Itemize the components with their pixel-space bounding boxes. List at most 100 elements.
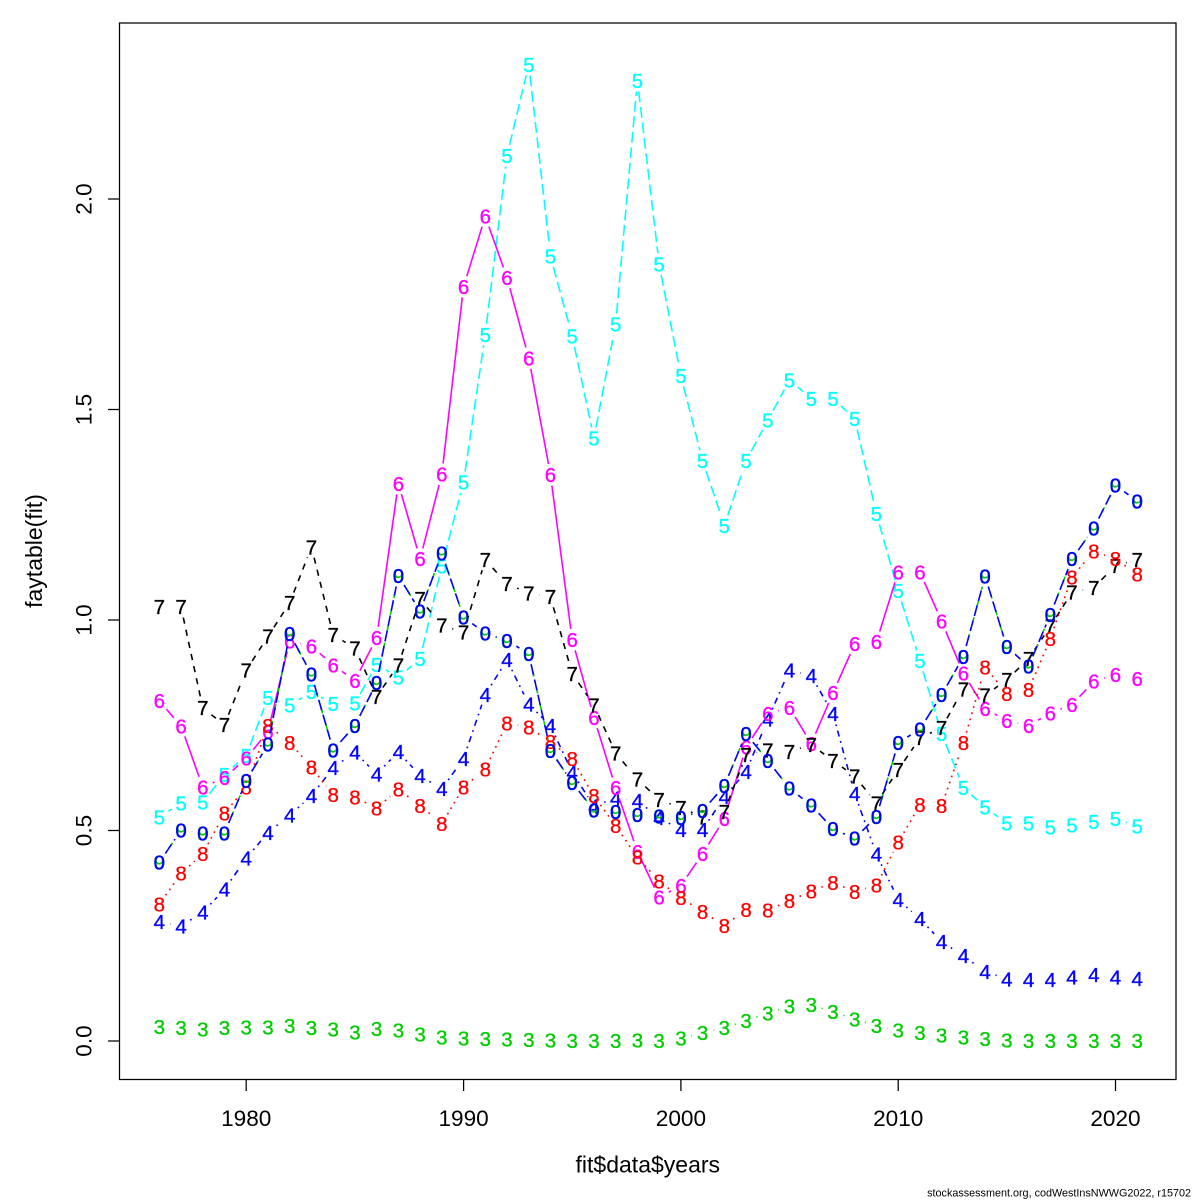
svg-text:9: 9 bbox=[871, 806, 882, 829]
svg-text:4: 4 bbox=[719, 786, 730, 809]
svg-text:9: 9 bbox=[675, 807, 686, 830]
svg-text:7: 7 bbox=[958, 678, 969, 701]
svg-text:0: 0 bbox=[1131, 491, 1142, 514]
svg-text:8: 8 bbox=[697, 901, 708, 924]
svg-text:6: 6 bbox=[697, 843, 708, 866]
svg-text:8: 8 bbox=[262, 715, 273, 738]
svg-text:6: 6 bbox=[827, 682, 838, 705]
svg-text:5: 5 bbox=[480, 324, 491, 347]
svg-text:3: 3 bbox=[436, 1027, 447, 1050]
svg-text:6: 6 bbox=[240, 747, 251, 770]
svg-text:9: 9 bbox=[719, 775, 730, 798]
svg-text:3: 3 bbox=[262, 1016, 273, 1039]
svg-text:7: 7 bbox=[349, 638, 360, 661]
svg-text:8: 8 bbox=[327, 784, 338, 807]
svg-text:5: 5 bbox=[1110, 808, 1121, 831]
svg-text:6: 6 bbox=[632, 841, 643, 864]
svg-text:4: 4 bbox=[371, 763, 382, 786]
svg-text:4: 4 bbox=[523, 694, 534, 717]
svg-text:0.5: 0.5 bbox=[72, 815, 97, 846]
svg-text:7: 7 bbox=[1066, 582, 1077, 605]
svg-text:6: 6 bbox=[327, 654, 338, 677]
svg-text:4: 4 bbox=[979, 961, 990, 984]
svg-text:0: 0 bbox=[197, 822, 208, 845]
svg-text:6: 6 bbox=[1131, 668, 1142, 691]
svg-text:6: 6 bbox=[523, 347, 534, 370]
svg-text:3: 3 bbox=[458, 1028, 469, 1051]
svg-text:7: 7 bbox=[719, 801, 730, 824]
svg-text:5: 5 bbox=[284, 695, 295, 718]
svg-text:8: 8 bbox=[958, 732, 969, 755]
svg-text:8: 8 bbox=[827, 872, 838, 895]
svg-text:7: 7 bbox=[219, 714, 230, 737]
svg-text:0: 0 bbox=[501, 630, 512, 653]
svg-text:9: 9 bbox=[545, 740, 556, 763]
svg-text:0: 0 bbox=[219, 822, 230, 845]
svg-text:9: 9 bbox=[219, 822, 230, 845]
svg-text:8: 8 bbox=[719, 915, 730, 938]
svg-text:3: 3 bbox=[175, 1017, 186, 1040]
svg-text:5: 5 bbox=[436, 555, 447, 578]
svg-text:3: 3 bbox=[1088, 1030, 1099, 1053]
svg-text:4: 4 bbox=[588, 795, 599, 818]
svg-text:2000: 2000 bbox=[656, 1106, 706, 1131]
svg-text:9: 9 bbox=[697, 800, 708, 823]
svg-text:9: 9 bbox=[306, 664, 317, 687]
svg-text:2.0: 2.0 bbox=[72, 183, 97, 214]
svg-text:5: 5 bbox=[871, 503, 882, 526]
svg-text:0: 0 bbox=[849, 828, 860, 851]
svg-text:6: 6 bbox=[306, 635, 317, 658]
svg-text:4: 4 bbox=[740, 761, 751, 784]
svg-text:5: 5 bbox=[458, 472, 469, 495]
svg-text:4: 4 bbox=[762, 709, 773, 732]
svg-text:3: 3 bbox=[784, 996, 795, 1019]
svg-text:9: 9 bbox=[1131, 491, 1142, 514]
svg-text:5: 5 bbox=[762, 410, 773, 433]
svg-text:4: 4 bbox=[436, 778, 447, 801]
svg-text:5: 5 bbox=[414, 648, 425, 671]
svg-text:3: 3 bbox=[936, 1024, 947, 1047]
svg-text:6: 6 bbox=[784, 697, 795, 720]
svg-text:4: 4 bbox=[393, 741, 404, 764]
svg-text:7: 7 bbox=[697, 806, 708, 829]
svg-text:5: 5 bbox=[393, 667, 404, 690]
svg-text:3: 3 bbox=[349, 1021, 360, 1044]
svg-text:6: 6 bbox=[719, 808, 730, 831]
svg-text:6: 6 bbox=[501, 267, 512, 290]
svg-text:7: 7 bbox=[827, 750, 838, 773]
svg-text:5: 5 bbox=[197, 792, 208, 815]
svg-text:3: 3 bbox=[610, 1030, 621, 1053]
svg-text:5: 5 bbox=[892, 580, 903, 603]
svg-text:9: 9 bbox=[610, 801, 621, 824]
svg-text:7: 7 bbox=[501, 573, 512, 596]
svg-text:8: 8 bbox=[632, 847, 643, 870]
svg-text:3: 3 bbox=[806, 994, 817, 1017]
svg-text:7: 7 bbox=[588, 694, 599, 717]
svg-text:8: 8 bbox=[1066, 566, 1077, 589]
svg-text:9: 9 bbox=[632, 804, 643, 827]
svg-text:5: 5 bbox=[1131, 816, 1142, 839]
svg-text:7: 7 bbox=[1088, 577, 1099, 600]
svg-text:6: 6 bbox=[675, 875, 686, 898]
svg-text:5: 5 bbox=[154, 806, 165, 829]
svg-text:4: 4 bbox=[1001, 968, 1012, 991]
svg-text:4: 4 bbox=[262, 822, 273, 845]
svg-text:9: 9 bbox=[349, 715, 360, 738]
svg-text:0: 0 bbox=[827, 818, 838, 841]
svg-text:4: 4 bbox=[675, 819, 686, 842]
svg-text:6: 6 bbox=[1001, 710, 1012, 733]
svg-text:9: 9 bbox=[588, 800, 599, 823]
svg-text:0: 0 bbox=[393, 565, 404, 588]
svg-text:6: 6 bbox=[610, 777, 621, 800]
svg-text:6: 6 bbox=[284, 630, 295, 653]
svg-text:8: 8 bbox=[219, 803, 230, 826]
svg-text:6: 6 bbox=[871, 631, 882, 654]
svg-text:9: 9 bbox=[154, 852, 165, 875]
svg-text:9: 9 bbox=[414, 600, 425, 623]
svg-text:0: 0 bbox=[784, 778, 795, 801]
svg-text:3: 3 bbox=[675, 1028, 686, 1051]
svg-text:6: 6 bbox=[393, 473, 404, 496]
svg-text:5: 5 bbox=[936, 723, 947, 746]
svg-text:8: 8 bbox=[762, 899, 773, 922]
svg-text:8: 8 bbox=[371, 797, 382, 820]
